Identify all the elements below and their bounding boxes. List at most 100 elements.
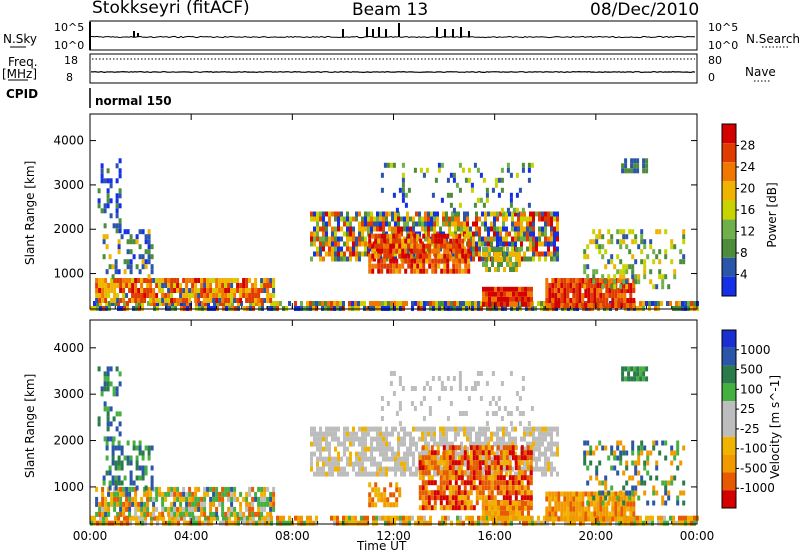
heatmap-cell — [463, 216, 466, 222]
heatmap-cell — [346, 221, 349, 227]
heatmap-cell — [478, 436, 481, 442]
heatmap-cell — [590, 303, 594, 308]
heatmap-cell — [337, 451, 340, 457]
heatmap-cell — [458, 187, 462, 193]
heatmap-cell — [400, 466, 403, 472]
heatmap-cell — [550, 211, 553, 217]
heatmap-cell — [506, 505, 509, 511]
heatmap-cell — [613, 274, 617, 280]
heatmap-cell — [496, 485, 500, 491]
heatmap-cell — [230, 283, 234, 288]
heatmap-cell — [260, 501, 264, 507]
heatmap-cell — [212, 298, 216, 303]
heatmap-cell — [484, 455, 488, 461]
heatmap-cell — [601, 490, 605, 496]
heatmap-cell — [126, 455, 130, 461]
heatmap-cell — [520, 495, 524, 501]
heatmap-cell — [682, 480, 686, 486]
nsky-label: N.Sky — [3, 32, 38, 46]
heatmap-cell — [448, 426, 451, 432]
heatmap-cell — [364, 431, 367, 437]
heatmap-cell — [376, 431, 379, 437]
heatmap-cell — [497, 177, 501, 183]
heatmap-cell — [631, 274, 635, 280]
heatmap-cell — [215, 496, 219, 502]
heatmap-cell — [463, 226, 466, 232]
heatmap-cell — [358, 436, 361, 442]
heatmap-cell — [490, 241, 493, 247]
heatmap-cell — [424, 441, 427, 447]
heatmap-cell — [481, 480, 485, 486]
heatmap-cell — [371, 487, 375, 493]
heatmap-cell — [450, 520, 453, 526]
heatmap-cell — [515, 267, 518, 272]
heatmap-cell — [147, 274, 151, 280]
heatmap-cell — [479, 371, 483, 376]
heatmap-cell — [457, 490, 461, 496]
nsky-spike — [372, 29, 374, 37]
heatmap-cell — [419, 258, 423, 264]
heatmap-cell — [481, 445, 485, 451]
heatmap-cell — [355, 246, 358, 252]
heatmap-cell — [212, 288, 216, 293]
heatmap-cell — [123, 515, 126, 521]
heatmap-cell — [541, 211, 544, 217]
heatmap-cell — [673, 269, 677, 275]
heatmap-cell — [599, 516, 603, 522]
power-colorbar-swatch — [722, 162, 736, 182]
heatmap-cell — [497, 252, 500, 257]
heatmap-cell — [415, 211, 418, 217]
heatmap-cell — [310, 211, 313, 217]
heatmap-cell — [331, 236, 334, 242]
heatmap-cell — [394, 226, 397, 232]
heatmap-cell — [554, 278, 558, 283]
heatmap-cell — [538, 251, 541, 257]
heatmap-cell — [511, 221, 514, 227]
heatmap-cell — [129, 259, 133, 265]
heatmap-cell — [560, 501, 564, 507]
heatmap-cell — [164, 283, 168, 288]
heatmap-cell — [176, 486, 180, 492]
heatmap-cell — [200, 501, 204, 507]
heatmap-cell — [110, 491, 114, 497]
heatmap-cell — [518, 291, 521, 297]
heatmap-cell — [651, 520, 654, 526]
heatmap-cell — [506, 167, 510, 173]
heatmap-cell — [245, 496, 249, 502]
heatmap-cell — [448, 216, 451, 222]
heatmap-cell — [629, 293, 633, 298]
heatmap-cell — [636, 515, 639, 521]
heatmap-cell — [334, 216, 337, 222]
heatmap-cell — [134, 506, 138, 512]
heatmap-cell — [144, 470, 148, 476]
heatmap-cell — [449, 401, 453, 406]
heatmap-cell — [521, 510, 524, 516]
heatmap-cell — [603, 520, 606, 526]
heatmap-cell — [370, 211, 373, 217]
heatmap-cell — [604, 264, 608, 270]
heatmap-cell — [445, 426, 448, 432]
heatmap-cell — [258, 520, 261, 526]
heatmap-cell — [100, 386, 104, 392]
heatmap-cell — [390, 515, 393, 521]
heatmap-cell — [610, 465, 614, 471]
heatmap-cell — [472, 445, 476, 451]
heatmap-cell — [664, 274, 668, 280]
heatmap-cell — [572, 303, 576, 308]
heatmap-cell — [416, 248, 420, 254]
heatmap-cell — [640, 259, 644, 265]
heatmap-cell — [434, 233, 438, 239]
heatmap-cell — [484, 226, 487, 232]
heatmap-cell — [572, 501, 576, 507]
heatmap-cell — [494, 401, 498, 406]
heatmap-cell — [282, 515, 285, 521]
heatmap-cell — [632, 511, 636, 517]
heatmap-cell — [605, 491, 609, 497]
heatmap-cell — [328, 216, 331, 222]
heatmap-cell — [547, 236, 550, 242]
heatmap-cell — [310, 461, 313, 467]
heatmap-cell — [592, 269, 596, 275]
heatmap-cell — [506, 301, 509, 307]
heatmap-cell — [343, 436, 346, 442]
heatmap-cell — [263, 298, 267, 303]
